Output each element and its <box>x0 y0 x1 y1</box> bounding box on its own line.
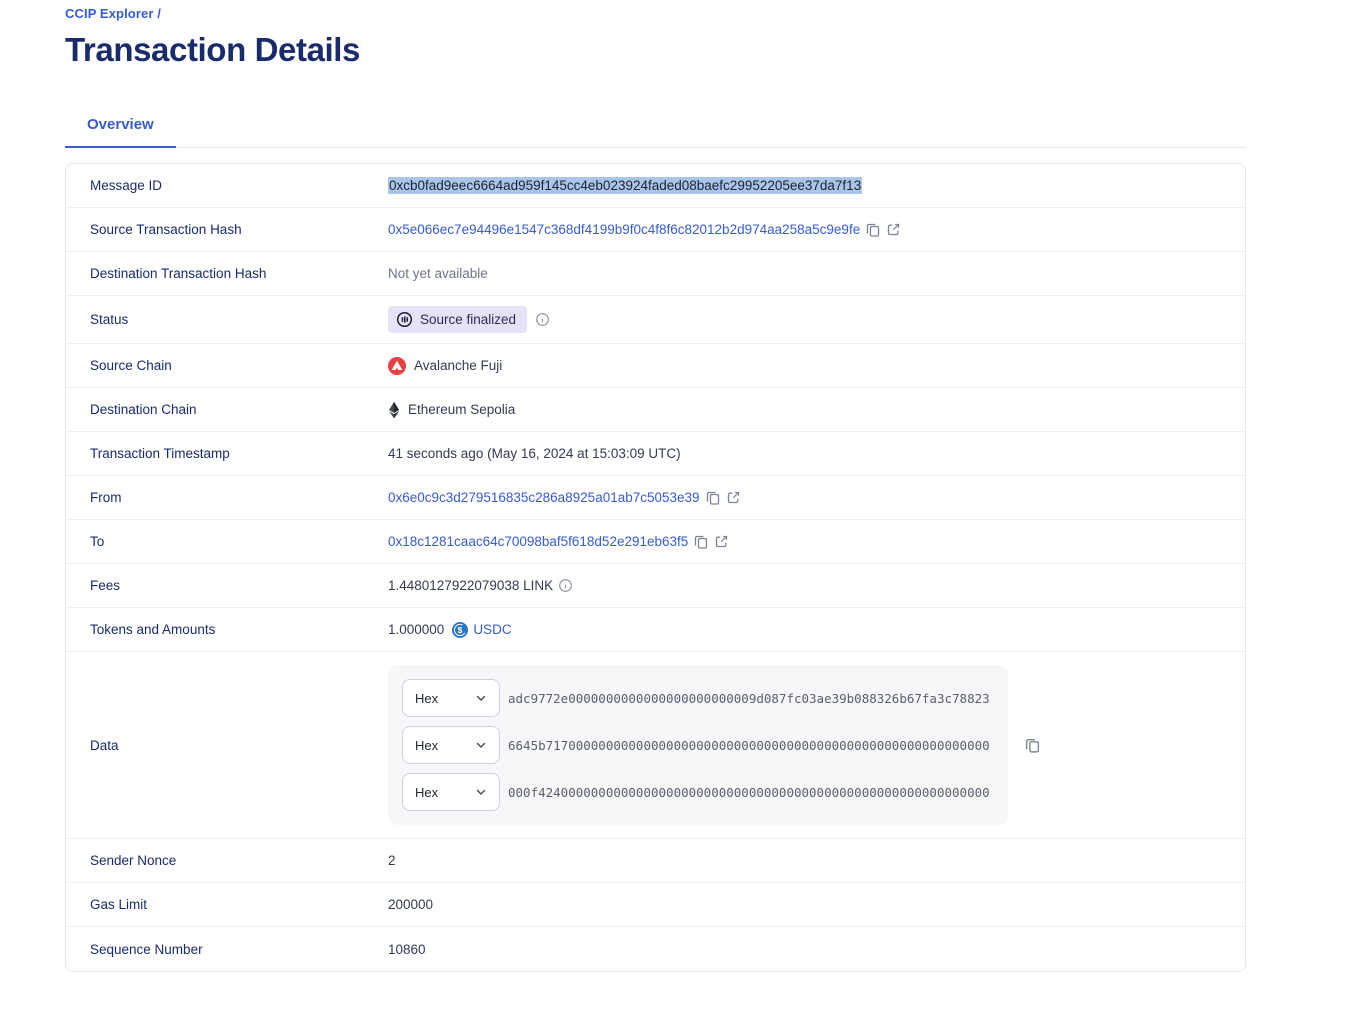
hex-format-dropdown[interactable]: Hex <box>402 726 500 764</box>
copy-icon[interactable] <box>865 222 881 238</box>
copy-icon[interactable] <box>1024 737 1041 754</box>
source-tx-hash-link[interactable]: 0x5e066ec7e94496e1547c368df4199b9f0c4f8f… <box>388 222 861 237</box>
row-dest-chain: Destination Chain Ethereum Sepolia <box>66 388 1245 432</box>
breadcrumb: CCIP Explorer / <box>65 6 1246 21</box>
dest-chain-label: Destination Chain <box>90 402 197 417</box>
usdc-icon: $ <box>452 621 469 638</box>
row-source-tx-hash: Source Transaction Hash 0x5e066ec7e94496… <box>66 208 1245 252</box>
source-chain-value: Avalanche Fuji <box>414 358 503 373</box>
row-dest-tx-hash: Destination Transaction Hash Not yet ava… <box>66 252 1245 296</box>
from-address-link[interactable]: 0x6e0c9c3d279516835c286a8925a01ab7c5053e… <box>388 490 700 505</box>
message-id-value: 0xcb0fad9eec6664ad959f145cc4eb023924fade… <box>388 177 863 194</box>
tab-overview[interactable]: Overview <box>65 106 176 148</box>
timestamp-label: Transaction Timestamp <box>90 446 230 461</box>
sender-nonce-value: 2 <box>388 853 396 868</box>
page-title: Transaction Details <box>65 31 361 68</box>
row-data: Data Hex adc9772e00000000000000000000 <box>66 652 1245 839</box>
fees-label: Fees <box>90 578 121 593</box>
hex-format-value: Hex <box>415 784 439 800</box>
breadcrumb-link-ccip-explorer[interactable]: CCIP Explorer <box>65 6 154 21</box>
status-progress-icon <box>396 311 413 328</box>
from-label: From <box>90 490 122 505</box>
chevron-down-icon <box>475 739 487 751</box>
row-source-chain: Source Chain Avalanche Fuji <box>66 344 1245 388</box>
chevron-down-icon <box>475 786 487 798</box>
sequence-number-value: 10860 <box>388 941 426 957</box>
dest-tx-hash-value: Not yet available <box>388 266 488 281</box>
breadcrumb-separator: / <box>157 6 161 21</box>
data-line: Hex 6645b7170000000000000000000000000000… <box>402 726 994 764</box>
row-message-id: Message ID 0xcb0fad9eec6664ad959f145cc4e… <box>66 164 1245 208</box>
source-chain-label: Source Chain <box>90 358 172 373</box>
chevron-down-icon <box>475 692 487 704</box>
gas-limit-value: 200000 <box>388 897 434 912</box>
to-address-link[interactable]: 0x18c1281caac64c70098baf5f618d52e291eb63… <box>388 534 689 549</box>
row-gas-limit: Gas Limit 200000 <box>66 883 1245 927</box>
data-line: Hex adc9772e0000000000000000000000009d08… <box>402 679 994 717</box>
row-tokens-amounts: Tokens and Amounts 1.000000 $ USDC <box>66 608 1245 652</box>
status-badge-text: Source finalized <box>420 312 517 327</box>
svg-text:$: $ <box>458 625 463 635</box>
token-amount-value: 1.000000 <box>388 622 445 637</box>
to-label: To <box>90 534 105 549</box>
message-id-label: Message ID <box>90 178 163 193</box>
row-status: Status Source finalized <box>66 296 1245 344</box>
gas-limit-label: Gas Limit <box>90 897 148 912</box>
external-link-icon[interactable] <box>714 534 729 549</box>
info-icon[interactable] <box>558 578 573 593</box>
hex-format-value: Hex <box>415 737 439 753</box>
data-hex-value: adc9772e0000000000000000000000009d087fc0… <box>508 690 990 706</box>
copy-icon[interactable] <box>693 534 709 550</box>
row-from: From 0x6e0c9c3d279516835c286a8925a01ab7c… <box>66 476 1245 520</box>
ethereum-icon <box>388 401 400 419</box>
external-link-icon[interactable] <box>886 222 901 237</box>
timestamp-value: 41 seconds ago (May 16, 2024 at 15:03:09… <box>388 446 681 461</box>
sender-nonce-label: Sender Nonce <box>90 853 177 868</box>
hex-format-dropdown[interactable]: Hex <box>402 773 500 811</box>
status-label: Status <box>90 312 129 327</box>
hex-format-value: Hex <box>415 690 439 706</box>
copy-icon[interactable] <box>705 490 721 506</box>
tab-bar: Overview <box>65 106 1246 148</box>
external-link-icon[interactable] <box>726 490 741 505</box>
data-line: Hex 000f42400000000000000000000000000000… <box>402 773 994 811</box>
data-hex-value: 6645b71700000000000000000000000000000000… <box>508 737 990 753</box>
row-fees: Fees 1.4480127922079038 LINK <box>66 564 1245 608</box>
page-container: CCIP Explorer / Transaction Details Over… <box>65 0 1246 972</box>
data-hex-value: 000f424000000000000000000000000000000000… <box>508 784 990 800</box>
sequence-number-label: Sequence Number <box>90 941 203 957</box>
dest-tx-hash-label: Destination Transaction Hash <box>90 266 267 281</box>
row-to: To 0x18c1281caac64c70098baf5f618d52e291e… <box>66 520 1245 564</box>
data-hex-box: Hex adc9772e0000000000000000000000009d08… <box>388 665 1008 825</box>
row-sequence-number: Sequence Number 10860 <box>66 927 1245 971</box>
status-badge: Source finalized <box>388 306 528 333</box>
dest-chain-value: Ethereum Sepolia <box>408 402 516 417</box>
row-timestamp: Transaction Timestamp 41 seconds ago (Ma… <box>66 432 1245 476</box>
source-tx-hash-label: Source Transaction Hash <box>90 222 242 237</box>
avalanche-icon <box>388 356 406 375</box>
token-symbol-link[interactable]: USDC <box>473 622 512 637</box>
row-sender-nonce: Sender Nonce 2 <box>66 839 1245 883</box>
fees-value: 1.4480127922079038 LINK <box>388 578 554 593</box>
tokens-amounts-label: Tokens and Amounts <box>90 622 216 637</box>
hex-format-dropdown[interactable]: Hex <box>402 679 500 717</box>
info-icon[interactable] <box>535 312 550 327</box>
transaction-details-card: Message ID 0xcb0fad9eec6664ad959f145cc4e… <box>65 163 1246 972</box>
data-label: Data <box>90 737 119 753</box>
